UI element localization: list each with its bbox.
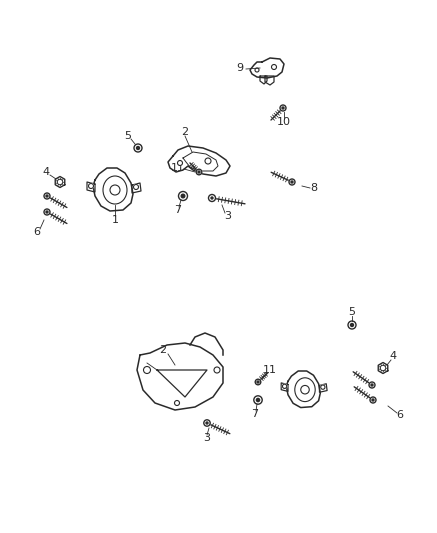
Circle shape: [178, 191, 187, 200]
Circle shape: [214, 367, 220, 373]
Circle shape: [174, 400, 180, 406]
Circle shape: [257, 398, 260, 401]
Circle shape: [133, 184, 139, 190]
Text: 7: 7: [174, 205, 181, 215]
Polygon shape: [378, 362, 388, 374]
Circle shape: [301, 385, 309, 394]
Text: 11: 11: [263, 365, 277, 375]
Text: 2: 2: [160, 345, 166, 355]
Polygon shape: [55, 176, 65, 188]
Text: 9: 9: [236, 63, 243, 73]
Circle shape: [280, 105, 286, 111]
Circle shape: [205, 158, 211, 164]
Text: 5: 5: [125, 131, 132, 141]
Polygon shape: [137, 343, 223, 410]
Text: 6: 6: [396, 410, 403, 420]
Polygon shape: [168, 146, 230, 176]
Circle shape: [271, 64, 277, 69]
Circle shape: [196, 169, 202, 175]
Text: 6: 6: [34, 227, 41, 237]
Circle shape: [134, 144, 142, 152]
Text: 2: 2: [181, 127, 188, 137]
Text: 4: 4: [389, 351, 396, 361]
Polygon shape: [260, 76, 267, 84]
Circle shape: [321, 385, 325, 389]
Text: 1: 1: [111, 215, 118, 225]
Circle shape: [136, 147, 139, 149]
Circle shape: [282, 107, 284, 109]
Circle shape: [350, 324, 354, 327]
Circle shape: [204, 420, 210, 426]
Circle shape: [282, 384, 287, 389]
Circle shape: [143, 367, 150, 374]
Circle shape: [177, 160, 183, 166]
Circle shape: [372, 399, 374, 401]
Polygon shape: [286, 371, 320, 408]
Text: 5: 5: [348, 307, 356, 317]
Text: 10: 10: [277, 117, 291, 127]
Circle shape: [110, 185, 120, 195]
Polygon shape: [250, 58, 284, 78]
Circle shape: [291, 181, 293, 183]
Polygon shape: [93, 168, 133, 211]
Circle shape: [46, 211, 48, 213]
Circle shape: [44, 209, 50, 215]
Circle shape: [371, 384, 373, 386]
Polygon shape: [265, 76, 274, 85]
Circle shape: [198, 171, 200, 173]
Circle shape: [348, 321, 356, 329]
Circle shape: [211, 197, 213, 199]
Text: 4: 4: [42, 167, 49, 177]
Circle shape: [370, 397, 376, 403]
Polygon shape: [319, 384, 327, 392]
Text: 7: 7: [251, 409, 259, 419]
Polygon shape: [157, 370, 207, 397]
Polygon shape: [281, 383, 288, 391]
Circle shape: [89, 183, 94, 189]
Circle shape: [206, 422, 208, 424]
Circle shape: [255, 379, 261, 385]
Circle shape: [254, 396, 262, 404]
Text: 11: 11: [171, 163, 185, 173]
Text: 8: 8: [310, 183, 318, 193]
Polygon shape: [132, 183, 141, 193]
Circle shape: [369, 382, 375, 388]
Text: 3: 3: [204, 433, 211, 443]
Circle shape: [208, 195, 215, 201]
Text: 3: 3: [225, 211, 232, 221]
Circle shape: [289, 179, 295, 185]
Circle shape: [44, 193, 50, 199]
Circle shape: [257, 381, 259, 383]
Circle shape: [255, 68, 259, 72]
Circle shape: [46, 195, 48, 197]
Circle shape: [181, 194, 185, 198]
Polygon shape: [87, 182, 95, 192]
